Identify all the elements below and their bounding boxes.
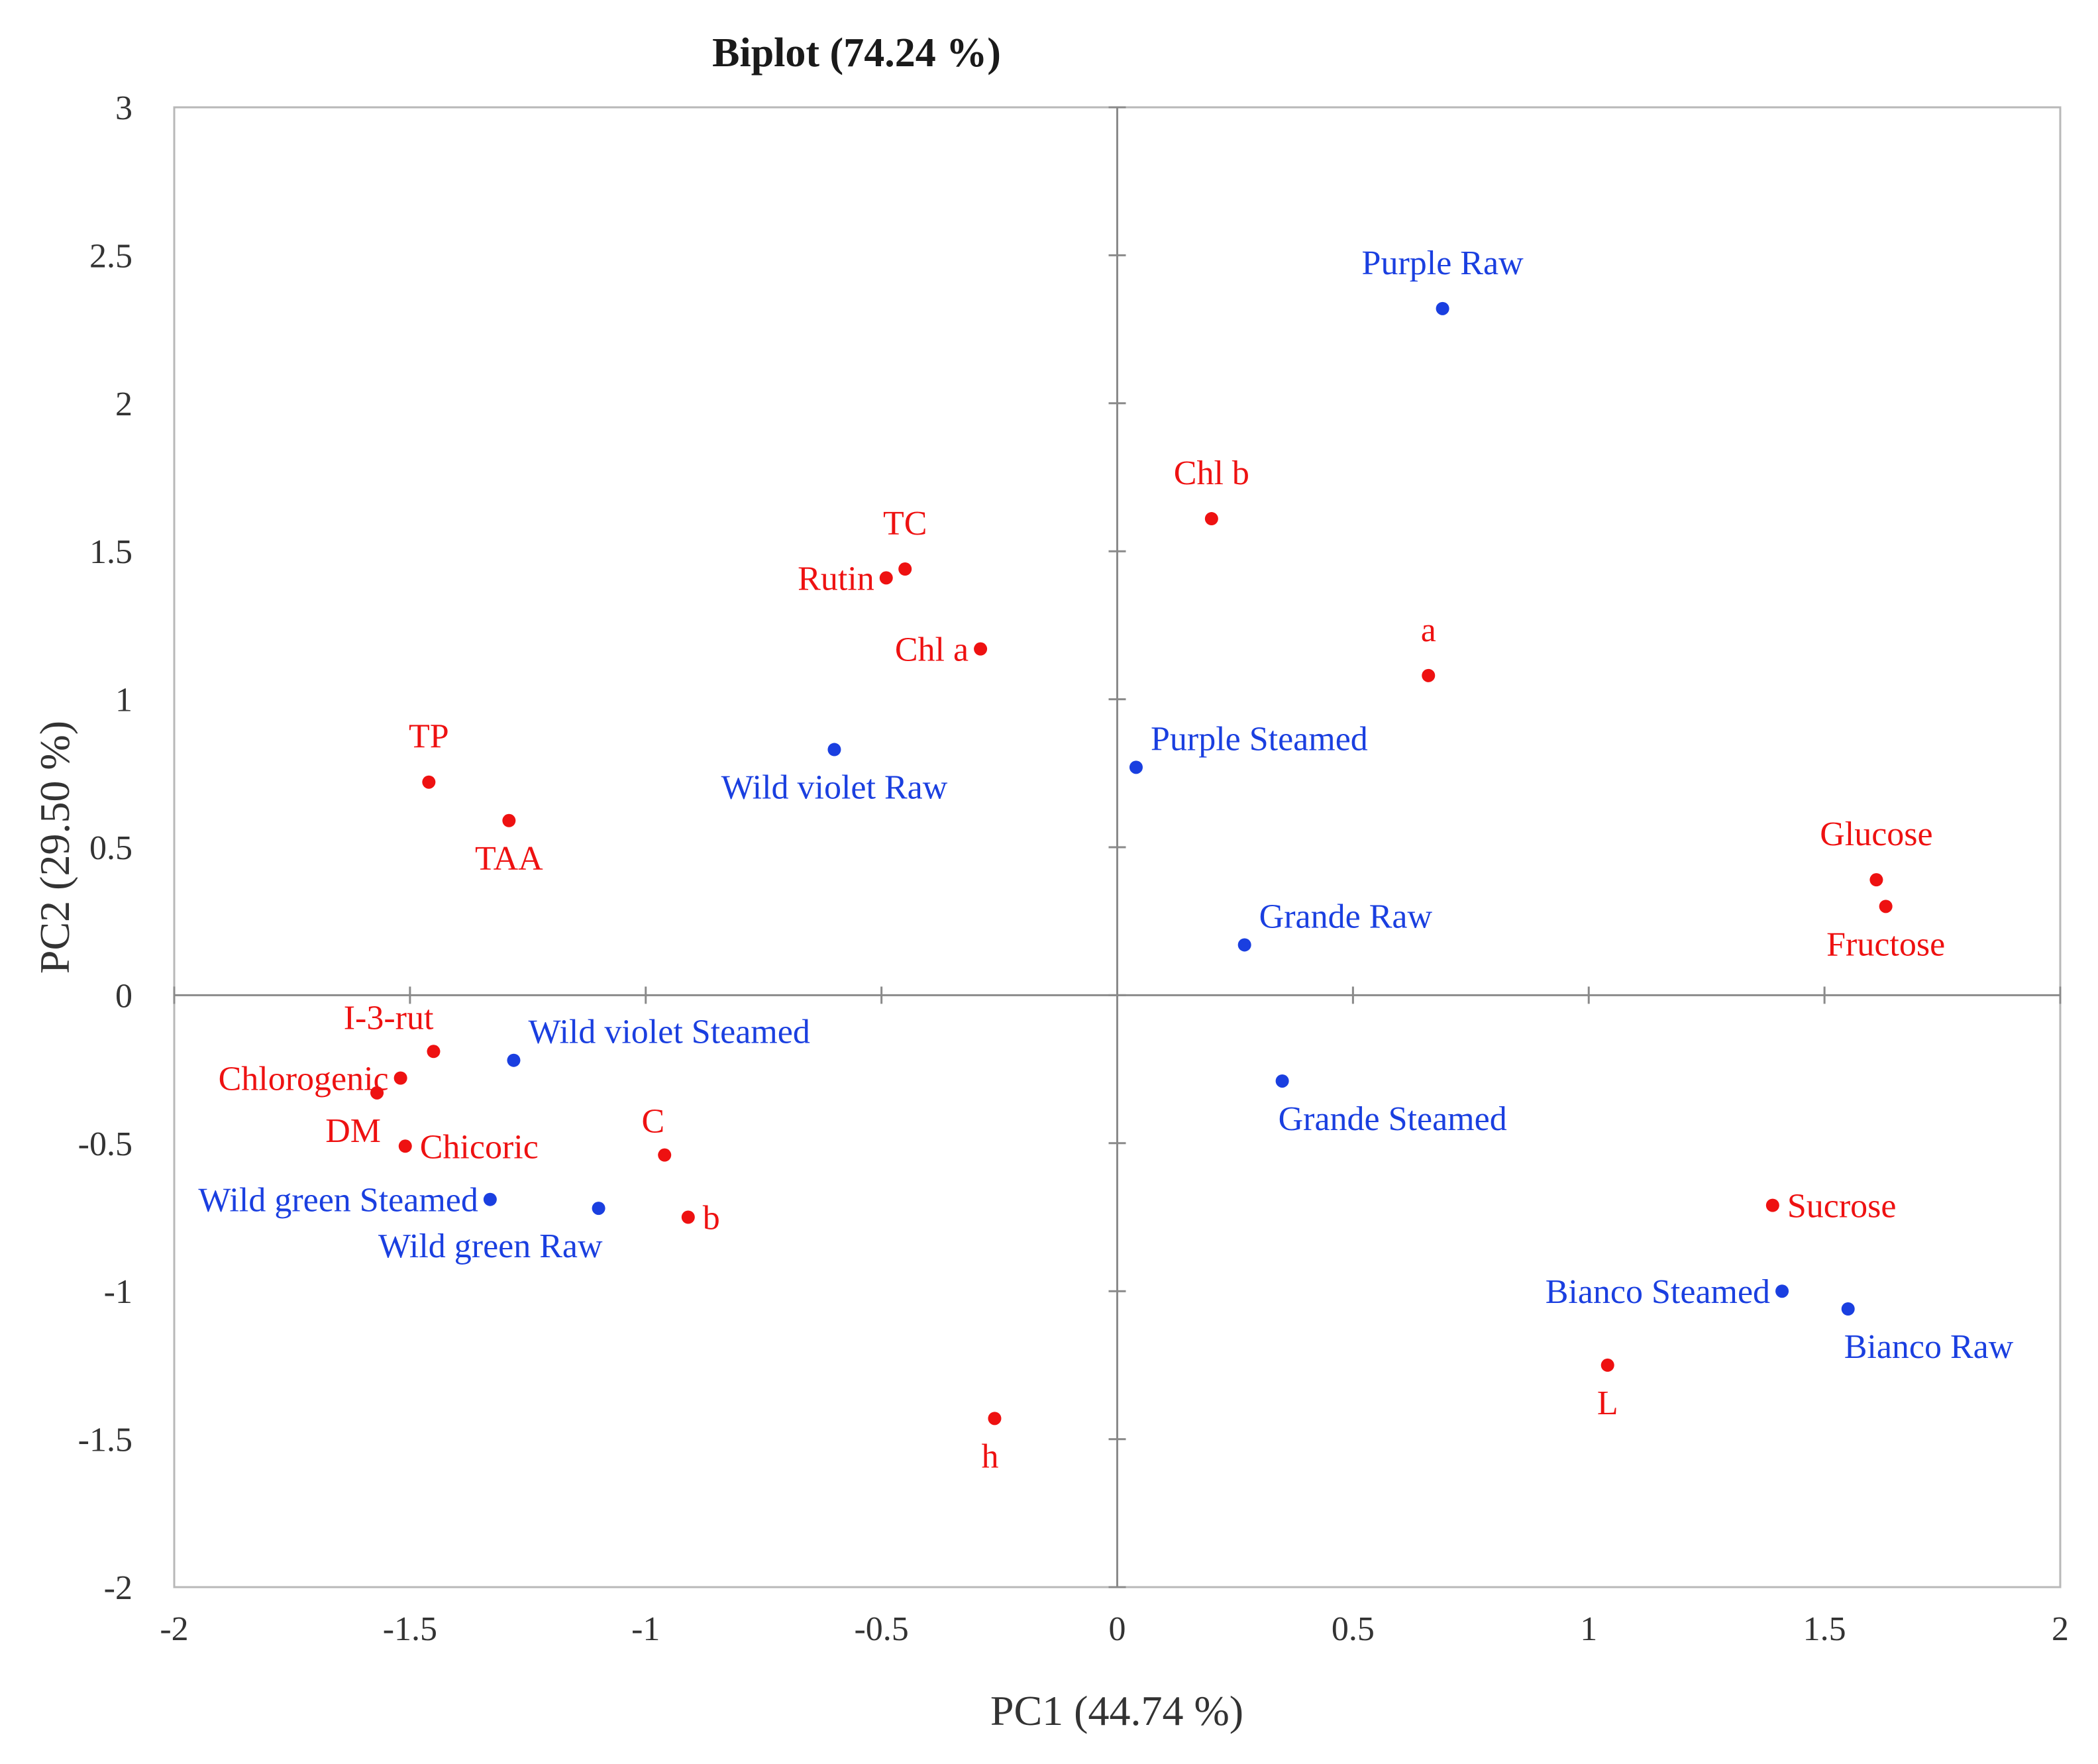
variable-label: Chl a (895, 631, 969, 669)
observation-label: Wild violet Steamed (528, 1013, 810, 1051)
variable-point (1869, 873, 1883, 887)
variable-label: Chl b (1174, 454, 1249, 492)
observation-label: Purple Raw (1362, 244, 1524, 282)
observation-point (1436, 301, 1449, 315)
observation-label: Grande Raw (1259, 898, 1433, 935)
observation-label: Purple Steamed (1151, 720, 1368, 758)
observation-point (592, 1202, 605, 1216)
variable-point (1879, 900, 1893, 913)
variable-label: TAA (475, 840, 543, 878)
variable-point (681, 1210, 695, 1224)
variable-point (393, 1071, 407, 1085)
variable-label: Chicoric (420, 1128, 539, 1166)
y-tick-label: -0.5 (78, 1125, 132, 1163)
y-tick-label: -1 (104, 1273, 132, 1311)
x-tick-label: 2 (2052, 1610, 2069, 1648)
y-tick-label: 0.5 (89, 829, 132, 867)
y-tick-label: -2 (104, 1569, 132, 1607)
x-tick-label: 1 (1580, 1610, 1597, 1648)
observation-label: Bianco Steamed (1546, 1273, 1770, 1311)
x-axis-title: PC1 (44.74 %) (990, 1687, 1243, 1734)
variable-point (898, 562, 912, 576)
observation-point (1275, 1074, 1289, 1088)
variable-point (1765, 1198, 1779, 1212)
variable-label: C (642, 1103, 665, 1141)
x-tick-label: 0.5 (1332, 1610, 1375, 1648)
axes-layer: -2 -1.5 -1 -0.5 0 0.5 1 1.5 2 -2 -1.5 -1 -0.5 0 0.5 1 1.… (78, 89, 2069, 1648)
observation-label: Grande Steamed (1279, 1100, 1507, 1138)
variable-label: TC (883, 505, 927, 543)
y-tick-label: 3 (115, 89, 132, 127)
y-tick-label: 0 (115, 977, 132, 1015)
variable-point (658, 1148, 672, 1162)
variable-point (879, 571, 893, 585)
observation-point (1841, 1302, 1855, 1316)
x-tick-label: -1.5 (383, 1610, 437, 1648)
variable-point (974, 642, 988, 656)
variable-label: b (703, 1200, 720, 1237)
observation-label: Wild green Raw (378, 1227, 603, 1265)
x-tick-label: 1.5 (1803, 1610, 1846, 1648)
y-tick-label: 2 (115, 386, 132, 423)
observation-point (1237, 938, 1251, 952)
variable-point (1204, 512, 1218, 526)
variable-label: Fructose (1826, 925, 1945, 963)
observation-point (827, 743, 841, 756)
variable-label: a (1421, 611, 1436, 649)
x-tick-label: 0 (1109, 1610, 1126, 1648)
variable-label: L (1597, 1384, 1618, 1422)
variable-point (1422, 668, 1436, 682)
y-axis-title: PC2 (29.50 %) (31, 721, 78, 974)
variable-label: Sucrose (1787, 1188, 1897, 1225)
variable-label: TP (409, 718, 449, 756)
variable-point (422, 775, 436, 789)
variable-point (1600, 1358, 1614, 1372)
observation-label: Bianco Raw (1844, 1328, 2014, 1366)
x-tick-label: -1 (631, 1610, 660, 1648)
variable-label: Glucose (1820, 815, 1932, 853)
observation-label: Wild green Steamed (198, 1182, 478, 1219)
x-tick-label: -2 (160, 1610, 188, 1648)
y-tick-label: -1.5 (78, 1422, 132, 1459)
y-tick-label: 1.5 (89, 533, 132, 571)
variable-label: I-3-rut (344, 999, 434, 1037)
variable-point (427, 1045, 441, 1059)
variable-point (398, 1139, 412, 1153)
observation-point (483, 1192, 497, 1206)
observation-label: Wild violet Raw (721, 769, 948, 807)
points-layer: Purple Raw Purple Steamed Grande Raw Grande… (198, 244, 2014, 1475)
x-tick-label: -0.5 (854, 1610, 908, 1648)
observation-point (1775, 1284, 1789, 1298)
observation-point (1129, 760, 1143, 774)
variable-point (502, 813, 516, 827)
variable-label: h (981, 1437, 998, 1475)
y-tick-label: 1 (115, 682, 132, 719)
chart-title: Biplot (74.24 %) (712, 30, 1001, 76)
variable-label: Rutin (798, 560, 874, 597)
y-tick-label: 2.5 (89, 237, 132, 275)
variable-point (988, 1412, 1002, 1426)
variable-label: DM (325, 1112, 381, 1150)
variable-label: Chlorogenic (219, 1061, 389, 1098)
variable-point (370, 1086, 384, 1100)
observation-point (507, 1053, 521, 1067)
